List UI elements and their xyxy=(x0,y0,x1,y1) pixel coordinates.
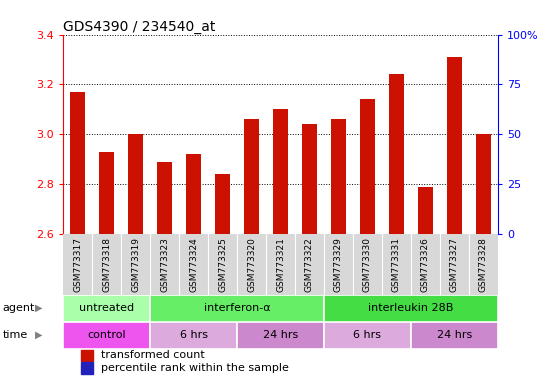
Text: GSM773331: GSM773331 xyxy=(392,237,401,292)
Bar xyxy=(360,99,375,234)
Bar xyxy=(302,124,317,234)
Bar xyxy=(81,349,93,361)
Text: transformed count: transformed count xyxy=(102,350,205,360)
Bar xyxy=(476,134,491,234)
Bar xyxy=(244,119,259,234)
Bar xyxy=(150,322,237,349)
Text: GSM773326: GSM773326 xyxy=(421,237,430,292)
Text: GSM773328: GSM773328 xyxy=(478,237,488,292)
Text: GDS4390 / 234540_at: GDS4390 / 234540_at xyxy=(63,20,216,33)
Text: GSM773329: GSM773329 xyxy=(334,237,343,292)
Text: GSM773327: GSM773327 xyxy=(450,237,459,292)
Text: ▶: ▶ xyxy=(35,330,42,340)
Bar xyxy=(237,322,324,349)
Text: GSM773322: GSM773322 xyxy=(305,237,314,292)
Bar xyxy=(63,322,150,349)
Bar xyxy=(129,134,143,234)
Bar xyxy=(186,154,201,234)
Bar xyxy=(418,187,432,234)
Bar xyxy=(215,174,230,234)
Text: 6 hrs: 6 hrs xyxy=(354,330,381,340)
Text: 24 hrs: 24 hrs xyxy=(437,330,472,340)
Text: 24 hrs: 24 hrs xyxy=(263,330,298,340)
Bar xyxy=(324,322,411,349)
Text: GSM773325: GSM773325 xyxy=(218,237,227,292)
Text: agent: agent xyxy=(3,303,35,313)
Bar xyxy=(100,152,114,234)
Text: time: time xyxy=(3,330,28,340)
Text: interleukin 28B: interleukin 28B xyxy=(368,303,454,313)
Bar xyxy=(81,362,93,374)
Text: percentile rank within the sample: percentile rank within the sample xyxy=(102,363,289,373)
Text: GSM773330: GSM773330 xyxy=(363,237,372,292)
Bar xyxy=(273,109,288,234)
Text: control: control xyxy=(87,330,126,340)
Text: GSM773320: GSM773320 xyxy=(247,237,256,292)
Text: GSM773323: GSM773323 xyxy=(160,237,169,292)
Text: untreated: untreated xyxy=(79,303,134,313)
Text: GSM773318: GSM773318 xyxy=(102,237,111,292)
Text: GSM773321: GSM773321 xyxy=(276,237,285,292)
Bar xyxy=(324,295,498,322)
Bar xyxy=(63,295,150,322)
Text: GSM773317: GSM773317 xyxy=(73,237,82,292)
Text: interferon-α: interferon-α xyxy=(204,303,271,313)
Text: ▶: ▶ xyxy=(35,303,42,313)
Bar xyxy=(447,57,461,234)
Bar xyxy=(389,74,404,234)
Text: GSM773319: GSM773319 xyxy=(131,237,140,292)
Bar xyxy=(411,322,498,349)
Bar xyxy=(157,162,172,234)
Text: GSM773324: GSM773324 xyxy=(189,237,198,292)
Bar xyxy=(70,92,85,234)
Text: 6 hrs: 6 hrs xyxy=(180,330,207,340)
Bar xyxy=(331,119,346,234)
Bar xyxy=(150,295,324,322)
